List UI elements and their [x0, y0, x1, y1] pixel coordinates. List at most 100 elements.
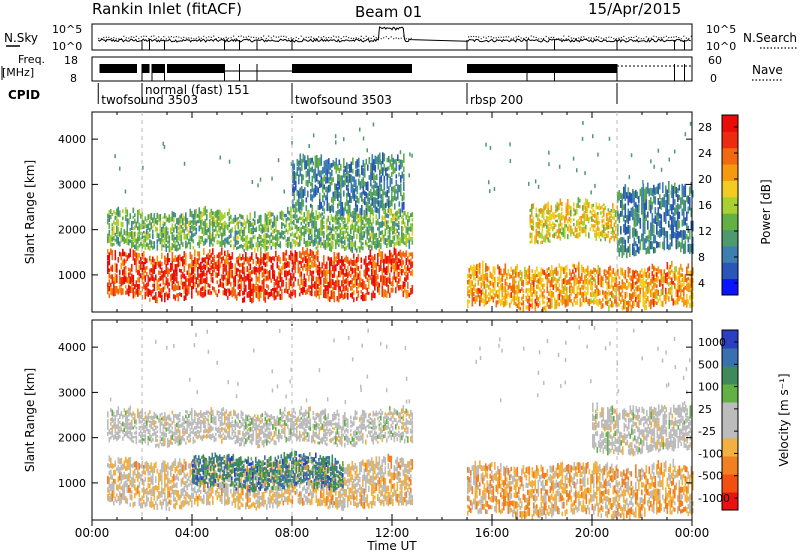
echo-cell [203, 263, 205, 270]
echo-cell [114, 262, 117, 273]
echo-cell [343, 158, 345, 169]
echo-cell [552, 274, 555, 283]
echo-cell [318, 287, 321, 293]
echo-cell [660, 288, 663, 297]
echo-cell [140, 231, 142, 235]
echo-cell [360, 221, 363, 232]
echo-cell [525, 276, 528, 285]
echo-sparse-cell [257, 183, 259, 188]
echo-cell [669, 290, 672, 296]
echo-cell [376, 174, 378, 181]
echo-cell [206, 276, 208, 284]
echo-cell [153, 283, 156, 292]
echo-cell [282, 230, 285, 236]
echo-cell [338, 159, 341, 165]
echo-cell [498, 275, 501, 284]
echo-cell [350, 211, 352, 217]
echo-cell [312, 283, 315, 288]
echo-cell [237, 224, 240, 230]
echo-cell [402, 251, 405, 257]
echo-cell [347, 243, 349, 248]
echo-cell [386, 179, 389, 189]
echo-cell [248, 484, 250, 491]
echo-cell [341, 239, 343, 244]
echo-cell [248, 257, 250, 266]
echo-cell [400, 175, 402, 183]
echo-cell [305, 217, 307, 222]
echo-cell [530, 303, 532, 308]
echo-cell [564, 216, 566, 224]
echo-cell [594, 268, 597, 272]
echo-cell [366, 262, 369, 270]
echo-cell [285, 281, 288, 287]
echo-cell [403, 192, 405, 201]
echo-cell [477, 287, 480, 292]
echo-cell [173, 481, 175, 488]
echo-cell [497, 289, 499, 293]
echo-cell [620, 211, 622, 217]
echo-cell [380, 490, 382, 497]
echo-cell [308, 240, 310, 247]
echo-cell [617, 283, 619, 292]
echo-cell [242, 291, 244, 296]
echo-cell [155, 274, 157, 281]
echo-cell [272, 462, 274, 469]
echo-cell [276, 470, 278, 474]
echo-cell [266, 232, 268, 239]
echo-cell [278, 254, 280, 262]
echo-cell [180, 293, 183, 298]
echo-cell [255, 278, 258, 285]
echo-cell [390, 226, 393, 232]
echo-cell [297, 460, 299, 466]
echo-cell [342, 503, 345, 512]
echo-cell [285, 456, 287, 463]
echo-cell [255, 253, 258, 260]
echo-cell [293, 214, 295, 219]
echo-cell [291, 226, 294, 230]
echo-cell [633, 247, 636, 257]
echo-cell [546, 286, 549, 294]
echo-cell [394, 167, 396, 174]
echo-cell [690, 182, 693, 194]
echo-cell [306, 247, 309, 257]
echo-cell [387, 498, 390, 507]
echo-cell [206, 209, 208, 214]
echo-cell [398, 215, 400, 220]
echo-cell [372, 217, 375, 224]
echo-cell [191, 286, 193, 291]
echo-cell [651, 222, 654, 236]
echo-cell [377, 253, 379, 260]
echo-cell [210, 291, 213, 295]
echo-cell [279, 480, 281, 487]
echo-cell [681, 208, 684, 216]
echo-cell [362, 495, 364, 501]
echo-cell [645, 304, 648, 311]
echo-cell [546, 224, 548, 230]
echo-cell [275, 217, 277, 224]
echo-cell [387, 284, 390, 294]
echo-cell [678, 184, 681, 191]
echo-cell [245, 502, 247, 510]
echo-cell [262, 460, 265, 467]
echo-cell [301, 479, 304, 483]
echo-cell [108, 214, 111, 222]
echo-cell [150, 488, 153, 497]
echo-cell [653, 193, 655, 204]
echo-cell [366, 277, 369, 282]
echo-cell [372, 460, 375, 472]
echo-cell [198, 477, 200, 482]
echo-cell [556, 206, 559, 212]
echo-cell [185, 461, 187, 471]
echo-cell [329, 237, 331, 241]
echo-cell [249, 263, 252, 270]
echo-cell [132, 473, 135, 481]
echo-cell [350, 293, 352, 298]
echo-cell [389, 277, 391, 285]
echo-cell [302, 189, 305, 198]
echo-cell [276, 475, 278, 479]
echo-cell [292, 460, 295, 465]
echo-cell [279, 257, 282, 264]
echo-cell [267, 481, 269, 486]
echo-cell [237, 235, 240, 240]
echo-cell [389, 272, 391, 278]
